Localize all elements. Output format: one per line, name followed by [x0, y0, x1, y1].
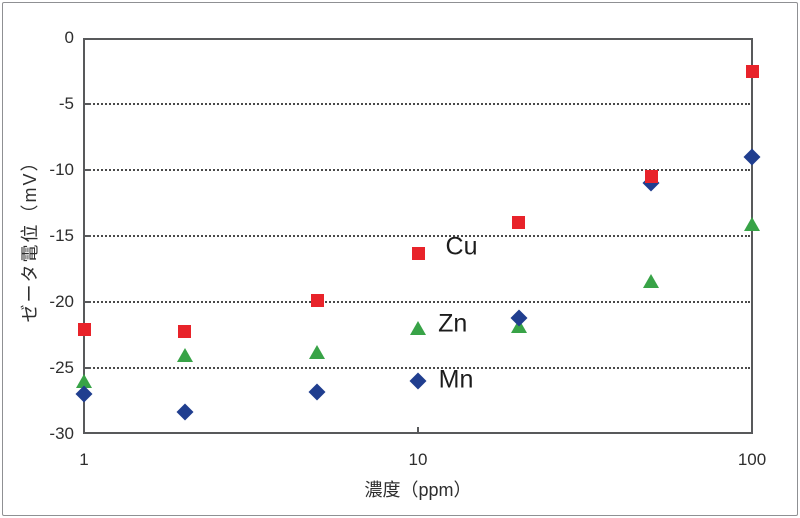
gridline--20 — [86, 301, 750, 303]
x-tick-label: 100 — [737, 450, 767, 469]
point-zn-1ppm — [76, 374, 92, 389]
point-zn-2ppm — [176, 347, 193, 362]
point-cu-50ppm — [644, 170, 658, 184]
point-mn-5ppm — [308, 383, 326, 401]
point-mn-2ppm — [176, 403, 194, 421]
plot-frame-right — [751, 38, 753, 434]
plot-area: 0 -5 -10 -15 -20 -25 -30 1 10 100 Cu Zn Mn — [49, 28, 766, 469]
y-tick-label: -25 — [49, 358, 74, 377]
series-label-zn: Zn — [438, 309, 468, 338]
point-mn-1ppm — [75, 385, 93, 403]
gridline--10 — [86, 169, 750, 171]
point-zn-50ppm — [643, 273, 660, 288]
y-tick-label: -10 — [49, 160, 74, 179]
point-cu-5ppm — [310, 294, 324, 308]
point-zn-10ppm — [410, 321, 426, 336]
point-cu-10ppm — [411, 246, 425, 260]
x-tick-label: 10 — [408, 450, 428, 469]
y-tick-label: -20 — [49, 292, 74, 311]
y-tick--15 — [84, 235, 91, 237]
series-label-mn: Mn — [438, 365, 474, 394]
y-tick--5 — [84, 103, 91, 105]
point-zn-5ppm — [309, 345, 326, 360]
y-tick--25 — [84, 367, 91, 369]
plot-frame-top — [83, 38, 753, 40]
point-mn-100ppm — [743, 148, 761, 166]
y-tick-label: -5 — [58, 94, 74, 113]
point-cu-2ppm — [178, 324, 192, 338]
y-tick-label: 0 — [64, 28, 74, 47]
point-mn-10ppm — [409, 372, 427, 390]
x-tick-1 — [83, 427, 85, 434]
gridline--5 — [86, 103, 750, 105]
x-axis-title: 濃度（ppm） — [364, 480, 472, 500]
x-tick-10 — [417, 427, 419, 434]
y-tick--20 — [84, 301, 91, 303]
y-tick-label: -30 — [49, 424, 74, 443]
point-zn-100ppm — [744, 217, 760, 232]
y-tick-label: -15 — [49, 226, 74, 245]
gridline--25 — [86, 367, 750, 369]
x-tick-100 — [751, 427, 753, 434]
gridline--15 — [86, 235, 750, 237]
point-cu-1ppm — [77, 323, 91, 337]
y-tick--10 — [84, 169, 91, 171]
point-cu-20ppm — [512, 216, 526, 230]
point-cu-100ppm — [745, 64, 759, 78]
x-tick-label: 1 — [79, 450, 89, 469]
series-label-cu: Cu — [445, 232, 478, 261]
